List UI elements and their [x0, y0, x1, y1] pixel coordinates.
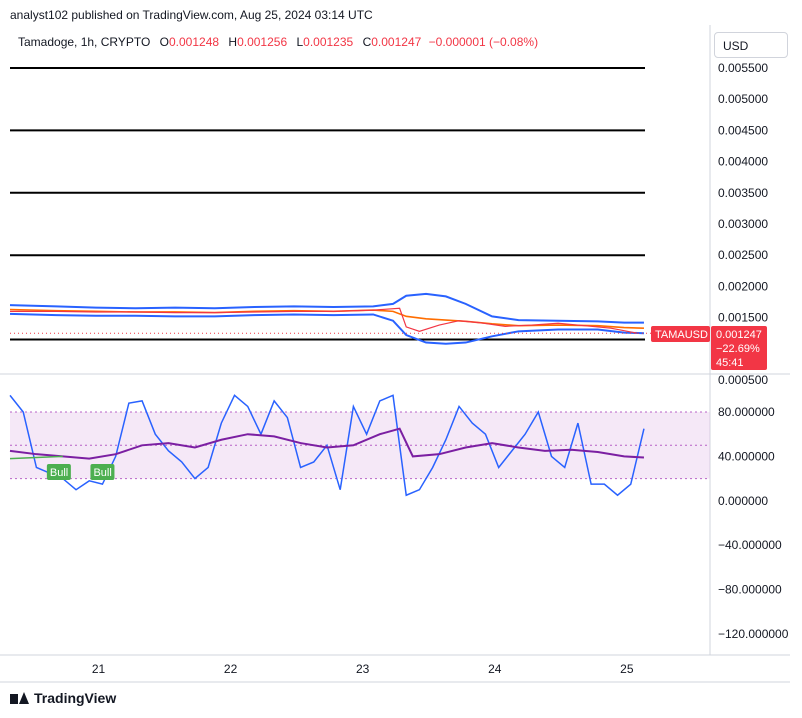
- price-tick-label: 0.003500: [718, 186, 768, 200]
- ticker-badge: [651, 326, 710, 342]
- oscillator-series-line: [9, 427, 645, 460]
- symbol-label: Tamadoge, 1h, CRYPTO: [18, 35, 151, 49]
- bull-signal-label: Bull: [50, 467, 68, 479]
- low-value: 0.001235: [303, 35, 354, 49]
- oscillator-tick-label: −40.000000: [718, 538, 782, 552]
- bull-signal-label: Bull: [93, 467, 111, 479]
- price-tick-label: 0.000500: [718, 373, 768, 387]
- price-series-line: [10, 307, 638, 334]
- oscillator-tick-label: −120.000000: [718, 627, 789, 641]
- tradingview-icon: [10, 692, 29, 704]
- price-label: 0.001247: [716, 329, 762, 341]
- close-value: 0.001247: [371, 35, 422, 49]
- time-tick-label: 21: [92, 662, 106, 676]
- publisher-line: analyst102 published on TradingView.com,…: [10, 8, 373, 22]
- price-tick-label: 0.004000: [718, 155, 768, 169]
- time-tick-label: 25: [620, 662, 634, 676]
- price-series-line: [9, 312, 644, 345]
- price-series-line: [9, 292, 644, 324]
- currency-selector[interactable]: USD: [714, 32, 788, 58]
- bull-signal-badge: [90, 464, 115, 480]
- price-change-label: −22.69%: [716, 343, 760, 355]
- time-tick-label: 23: [356, 662, 370, 676]
- ohlc-legend: Tamadoge, 1h, CRYPTO O0.001248 H0.001256…: [18, 35, 538, 49]
- price-tick-label: 0.002500: [718, 248, 768, 262]
- price-tick-label: 0.005500: [718, 61, 768, 75]
- price-tick-label: 0.003000: [718, 217, 768, 231]
- price-tick-label: 0.002000: [718, 279, 768, 293]
- change-value: −0.000001 (−0.08%): [428, 35, 539, 49]
- low-key: L: [296, 35, 304, 49]
- tradingview-logo[interactable]: TradingView: [10, 690, 116, 706]
- time-tick-label: 24: [488, 662, 502, 676]
- price-tick-label: 0.001500: [718, 311, 768, 325]
- high-value: 0.001256: [237, 35, 288, 49]
- time-tick-label: 22: [224, 662, 238, 676]
- ticker-label: TAMAUSD: [655, 329, 708, 341]
- price-badge: [711, 326, 767, 370]
- oscillator-tick-label: 80.000000: [718, 405, 775, 419]
- oscillator-series-line: [9, 455, 63, 460]
- oscillator-tick-label: 40.000000: [718, 449, 775, 463]
- price-tag: TAMAUSD 0.001247 −22.69% 45:41: [651, 326, 767, 370]
- oscillator-tick-label: −80.000000: [718, 583, 782, 597]
- countdown-label: 45:41: [716, 357, 744, 369]
- oscillator-tick-label: 0.000000: [718, 494, 768, 508]
- open-key: O: [159, 35, 169, 49]
- price-tick-label: 0.004500: [718, 123, 768, 137]
- high-key: H: [228, 35, 238, 49]
- bull-signal-badge: [46, 464, 71, 480]
- oscillator-series-line: [9, 394, 645, 497]
- open-value: 0.001248: [168, 35, 220, 49]
- price-tick-label: 0.005000: [718, 92, 768, 106]
- close-key: C: [362, 35, 372, 49]
- brand-label: TradingView: [34, 690, 117, 706]
